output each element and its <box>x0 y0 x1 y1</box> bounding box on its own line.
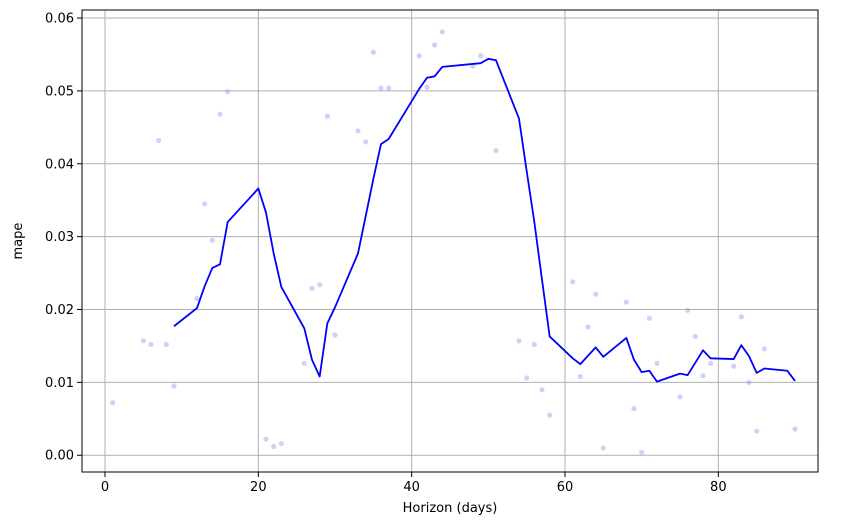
y-axis-label: mape <box>11 223 26 260</box>
data-point <box>156 137 162 144</box>
data-point <box>516 338 522 344</box>
data-point <box>378 85 384 91</box>
y-tick-label: 0.02 <box>45 303 74 318</box>
data-point <box>547 412 553 418</box>
line-series <box>173 57 796 383</box>
data-point <box>623 299 629 305</box>
data-point <box>439 29 445 35</box>
data-point <box>600 445 606 451</box>
data-point <box>370 49 376 55</box>
data-point <box>317 282 323 288</box>
data-point <box>685 307 691 313</box>
data-point <box>646 315 652 321</box>
y-axis-ticks: 0.00 0.01 0.02 0.03 0.04 0.05 0.06 <box>45 12 82 464</box>
data-point <box>278 440 284 447</box>
data-point <box>309 285 315 291</box>
data-point <box>570 279 576 285</box>
data-point <box>163 341 169 348</box>
data-point <box>577 373 583 380</box>
grid <box>82 10 818 472</box>
data-point <box>225 89 231 95</box>
mape-line <box>173 57 796 383</box>
data-point <box>585 324 591 330</box>
data-point <box>386 85 392 91</box>
data-point <box>432 42 438 48</box>
scatter-points <box>110 29 798 455</box>
x-tick-label: 0 <box>101 480 109 495</box>
data-point <box>110 400 116 406</box>
data-point <box>424 84 430 90</box>
data-point <box>271 443 277 450</box>
data-point <box>539 387 545 393</box>
y-tick-label: 0.03 <box>45 230 74 245</box>
data-point <box>746 379 752 385</box>
data-point <box>639 449 645 455</box>
y-tick-label: 0.01 <box>45 376 74 391</box>
x-tick-label: 40 <box>403 480 420 495</box>
data-point <box>593 291 599 297</box>
data-point <box>478 53 484 59</box>
y-tick-label: 0.04 <box>45 157 74 172</box>
data-point <box>792 426 798 432</box>
data-point <box>355 128 361 134</box>
data-point <box>700 373 706 379</box>
data-point <box>692 333 698 340</box>
data-point <box>654 360 660 367</box>
data-point <box>631 406 637 412</box>
y-tick-label: 0.05 <box>45 84 74 99</box>
data-point <box>263 436 269 442</box>
data-point <box>416 53 422 59</box>
data-point <box>708 360 714 367</box>
data-point <box>493 148 499 154</box>
x-axis-label: Horizon (days) <box>403 501 498 516</box>
data-point <box>217 111 223 117</box>
x-tick-label: 20 <box>250 480 267 495</box>
y-tick-label: 0.00 <box>45 449 74 464</box>
data-point <box>140 338 146 344</box>
plot-frame <box>81 9 819 473</box>
data-point <box>531 341 537 348</box>
x-axis-ticks: 0 20 40 60 80 <box>101 472 727 495</box>
data-point <box>363 139 369 145</box>
data-point <box>738 314 744 320</box>
data-point <box>677 394 683 400</box>
data-point <box>754 428 760 434</box>
data-point <box>324 113 330 119</box>
data-point <box>194 295 200 302</box>
data-point <box>148 341 154 348</box>
data-point <box>171 383 177 389</box>
data-point <box>524 375 530 381</box>
data-point <box>761 346 767 352</box>
data-point <box>332 332 338 338</box>
y-tick-label: 0.06 <box>45 12 74 27</box>
data-point <box>731 363 737 369</box>
x-tick-label: 60 <box>557 480 574 495</box>
data-point <box>301 360 307 367</box>
x-tick-label: 80 <box>710 480 727 495</box>
data-point <box>202 201 208 207</box>
data-point <box>209 237 215 243</box>
